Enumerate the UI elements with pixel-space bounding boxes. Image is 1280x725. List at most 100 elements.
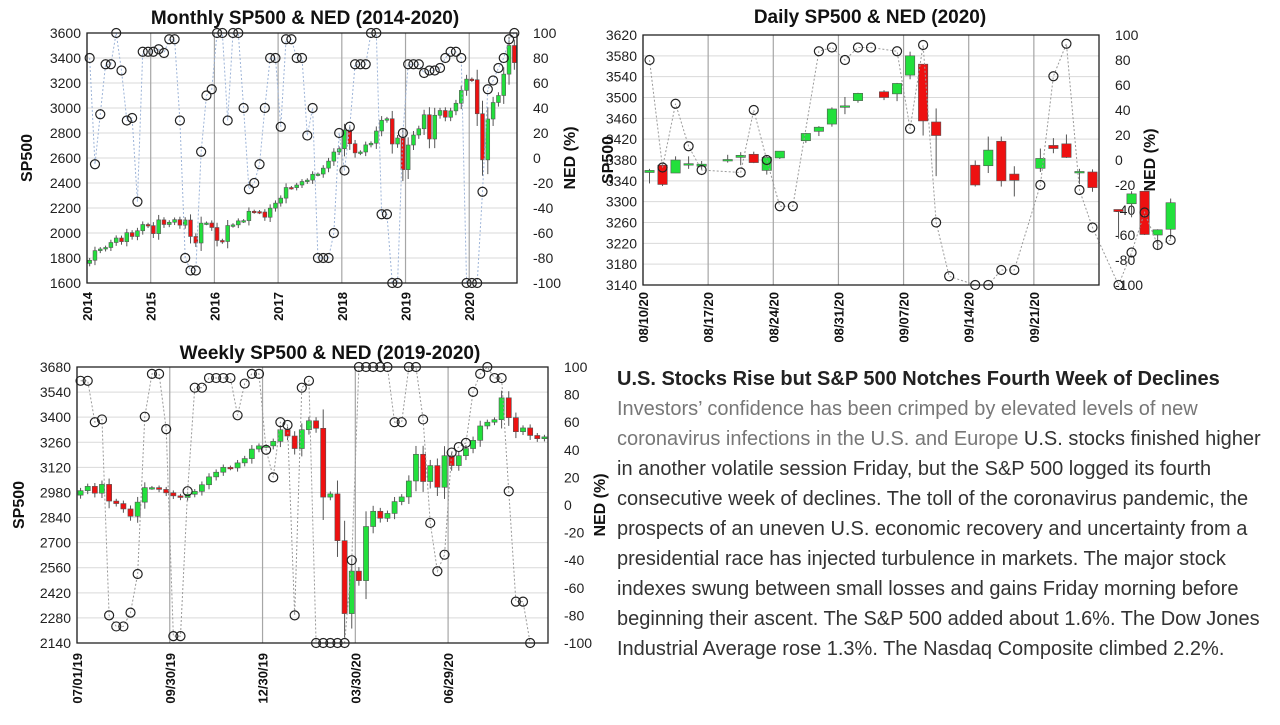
candle [356, 567, 362, 586]
candle [644, 168, 655, 184]
x-tick-label: 2015 [144, 292, 159, 321]
ned-marker [282, 419, 293, 431]
candle-down [474, 79, 480, 115]
candle [453, 99, 459, 116]
candle [391, 496, 398, 520]
candle [113, 498, 120, 507]
y2-tick-label: -80 [533, 250, 553, 266]
candle-up [892, 83, 903, 95]
daily-chart: Daily SP500 & NED (2020) 3140 3180 3220 3260… [590, 0, 1190, 345]
candle [248, 445, 255, 464]
candle-up [206, 476, 212, 486]
candle-up [839, 105, 850, 108]
candle [92, 246, 98, 266]
ned-marker [270, 52, 281, 64]
candle-down [748, 153, 759, 163]
ned-marker [291, 52, 302, 64]
ned-marker [774, 201, 785, 212]
candle-up [1165, 202, 1176, 230]
candle-up [246, 210, 252, 221]
ned-marker [503, 486, 514, 497]
y-tick-label: 3460 [606, 110, 637, 126]
ned-marker [116, 65, 127, 76]
candle-up [113, 237, 119, 243]
candle-up [77, 490, 84, 496]
candle [119, 235, 124, 245]
candle [434, 458, 441, 496]
candle-up [496, 95, 501, 103]
candle-up [416, 128, 422, 136]
ned-marker [482, 84, 493, 95]
candle [198, 216, 204, 251]
candle-up [321, 167, 326, 175]
ned-marker [203, 372, 215, 384]
ned-marker [132, 568, 143, 580]
candle-down [113, 500, 120, 504]
ned-marker [153, 368, 165, 380]
monthly-chart: Monthly SP500 & NED (2014-2020) 1600 1800 2… [0, 0, 600, 335]
candle [298, 423, 305, 457]
y-tick-label: 3620 [606, 27, 637, 43]
candle [299, 179, 305, 189]
candle [145, 222, 151, 228]
candle [177, 216, 183, 229]
x-tick-label: 12/30/19 [256, 653, 271, 704]
ned-marker [498, 52, 509, 64]
candle-down [1113, 209, 1124, 212]
candle [983, 136, 994, 174]
candle [363, 511, 369, 600]
news-article: U.S. Stocks Rise but S&P 500 Notches Fou… [617, 364, 1267, 664]
candle [149, 485, 155, 490]
candle [480, 100, 485, 176]
ned-marker [1061, 38, 1072, 49]
candle [464, 74, 469, 96]
candle-up [84, 486, 91, 491]
candle [252, 209, 257, 214]
y-tick-label: 3580 [606, 48, 637, 64]
candle [108, 239, 114, 251]
candle [374, 126, 379, 149]
candle-up [92, 250, 98, 261]
ned-marker [185, 265, 196, 276]
candle [826, 107, 837, 127]
y-tick-label: 2280 [40, 610, 71, 626]
candle-up [156, 219, 161, 234]
ned-marker [196, 146, 207, 157]
candle-down [145, 224, 151, 227]
y-tick-label: 2400 [50, 175, 81, 191]
candle-down [1048, 145, 1059, 149]
ned-marker [1113, 279, 1124, 291]
candle [124, 228, 130, 247]
candle [278, 195, 283, 207]
ned-marker [434, 62, 446, 74]
candle [289, 185, 294, 190]
candle-up [368, 142, 374, 146]
ned-marker [748, 104, 759, 116]
x-tick-label: 2017 [271, 292, 286, 321]
ned-marker [918, 39, 929, 51]
candle-down [91, 486, 98, 494]
candle [1048, 138, 1059, 154]
ned-marker [904, 123, 916, 134]
ned-marker [1087, 222, 1098, 233]
candle [209, 220, 214, 231]
y-tick-label: 3600 [50, 25, 81, 41]
candle-up [241, 220, 246, 223]
y-tick-label: 2560 [40, 560, 71, 576]
candle-up [363, 144, 368, 153]
candle-down [443, 110, 448, 118]
candle [534, 432, 541, 442]
candle-up [448, 110, 453, 118]
x-tick-label: 2018 [335, 292, 350, 321]
ned-marker [496, 372, 507, 384]
ned-marker [445, 46, 456, 57]
y-tick-label: 2200 [50, 200, 81, 216]
x-tick-label: 08/31/20 [831, 292, 846, 343]
candle-up [103, 247, 108, 250]
ned-marker [95, 109, 106, 120]
ned-marker [137, 46, 148, 57]
candle [225, 220, 230, 249]
ned-marker [517, 596, 529, 607]
candle-up [491, 419, 498, 423]
candle-up [432, 114, 437, 140]
